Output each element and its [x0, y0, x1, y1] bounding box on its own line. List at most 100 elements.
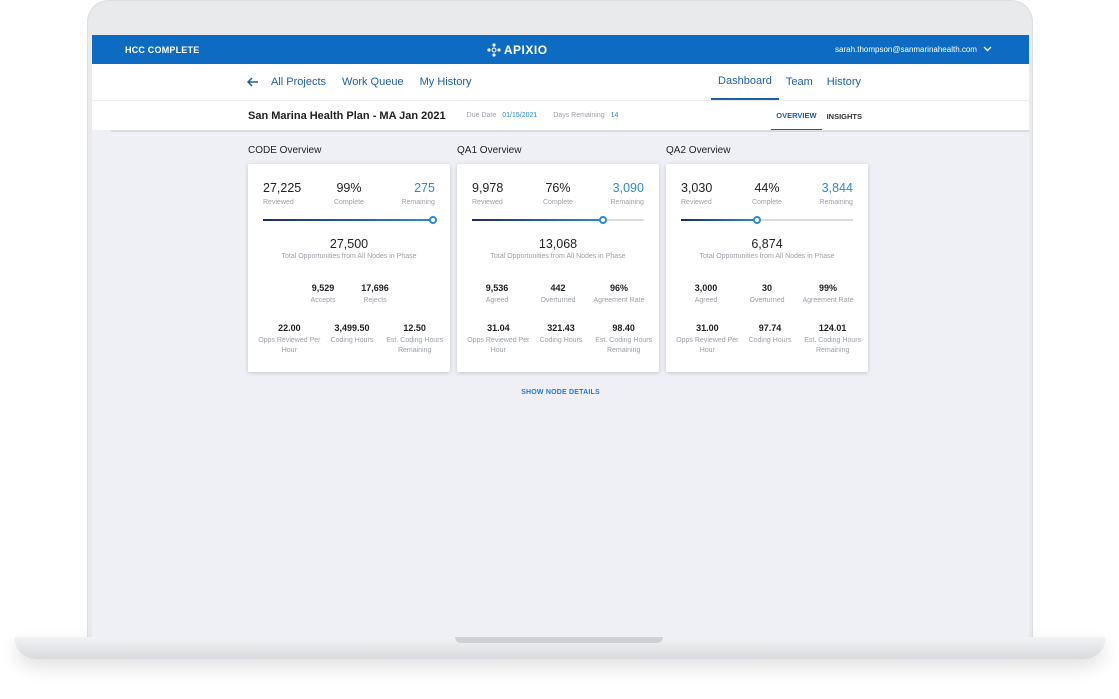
overview-card: 27,225 Reviewed 99% Complete 275 Remaining … — [248, 164, 450, 372]
overturned-value: 30 — [761, 283, 772, 293]
bottom-stats: 31.04 Opps Reviewed Per Hour 321.43 Coding… — [467, 323, 655, 356]
project-bar: San Marina Health Plan - MA Jan 2021 Due… — [92, 100, 1029, 132]
remaining-value: 3,844 — [821, 181, 853, 195]
mid-stats: 9,536 Agreed 442 Overturned 96% Agreement R… — [467, 283, 649, 306]
progress-bar — [263, 216, 438, 224]
est-hours-remaining-label: Est. Coding Hours Remaining — [386, 337, 444, 354]
progress-knob — [429, 216, 438, 224]
card-heading: CODE Overview — [248, 145, 322, 156]
reviewed-label: Reviewed — [681, 199, 712, 206]
app-screen: HCC COMPLETE APIXIO sarah.thompson@sanma… — [92, 35, 1029, 637]
total-value: 13,068 — [538, 237, 578, 251]
complete-value: 44% — [754, 181, 780, 195]
project-title: San Marina Health Plan - MA Jan 2021 — [248, 109, 446, 122]
total-opportunities: 27,500 Total Opportunities from All Node… — [248, 237, 450, 260]
agreed-value: 9,536 — [485, 283, 509, 293]
overturned-value: 442 — [550, 283, 566, 293]
rejects-value: 17,696 — [361, 283, 389, 293]
agreement-rate-value: 96% — [609, 283, 628, 293]
remaining-label: Remaining — [819, 199, 853, 206]
complete-value: 99% — [336, 181, 362, 195]
complete-label: Complete — [542, 199, 573, 206]
reviewed-label: Reviewed — [472, 199, 503, 206]
tab-dashboard[interactable]: Dashboard — [711, 64, 779, 100]
nav-link-work-queue[interactable]: Work Queue — [342, 76, 404, 88]
reviewed-value: 27,225 — [263, 181, 302, 195]
top-stats: 9,978 Reviewed 76% Complete 3,090 Remaining — [457, 181, 659, 206]
rejects-label: Rejects — [363, 297, 387, 304]
coding-hours-value: 97.74 — [758, 323, 782, 333]
card-heading: QA2 Overview — [666, 145, 731, 156]
agreed-value: 3,000 — [694, 283, 718, 293]
accepts-label: Accepts — [310, 297, 336, 304]
remaining-label: Remaining — [401, 199, 435, 206]
opps-per-hour-label: Opps Reviewed Per Hour — [467, 337, 530, 354]
est-hours-remaining-value: 124.01 — [818, 323, 847, 333]
app-name: HCC COMPLETE — [125, 44, 200, 55]
bottom-stats: 31.00 Opps Reviewed Per Hour 97.74 Coding … — [676, 323, 864, 356]
tab-team[interactable]: Team — [785, 76, 813, 88]
nav-link-my-history[interactable]: My History — [419, 76, 472, 88]
coding-hours-label: Coding Hours — [330, 337, 374, 344]
progress-bar — [472, 216, 644, 224]
agreement-rate-value: 99% — [818, 283, 837, 293]
progress-fill — [472, 219, 603, 221]
show-node-details-link[interactable]: SHOW NODE DETAILS — [521, 389, 600, 396]
due-date: Due Date 01/15/2021 — [467, 112, 538, 119]
laptop-notch — [455, 637, 663, 643]
overview-card: 3,030 Reviewed 44% Complete 3,844 Remaining… — [666, 164, 868, 372]
progress-fill — [263, 219, 434, 221]
overturned-label: Overturned — [749, 297, 785, 304]
coding-hours-value: 321.43 — [547, 323, 575, 333]
overturned-label: Overturned — [540, 297, 576, 304]
overview-cards: CODE Overview 27,225 Reviewed 99% Complete… — [248, 145, 868, 372]
progress-bar — [681, 216, 853, 224]
sub-tabs: OVERVIEW INSIGHTS — [771, 101, 867, 131]
back-arrow-icon[interactable] — [247, 77, 259, 87]
logo-text: APIXIO — [503, 42, 548, 57]
qa1-overview: QA1 Overview 9,978 Reviewed 76% Complete 3… — [457, 145, 659, 372]
remaining-label: Remaining — [610, 199, 644, 206]
progress-knob — [598, 216, 607, 224]
tab-history[interactable]: History — [826, 76, 861, 88]
total-value: 6,874 — [751, 237, 783, 251]
nav-left: All Projects Work Queue My History — [247, 76, 472, 88]
opps-per-hour-value: 31.04 — [487, 323, 510, 333]
total-label: Total Opportunities from All Nodes in Ph… — [281, 253, 417, 260]
total-value: 27,500 — [329, 237, 369, 251]
total-label: Total Opportunities from All Nodes in Ph… — [490, 253, 626, 260]
complete-label: Complete — [333, 199, 364, 206]
user-menu[interactable]: sarah.thompson@sanmarinahealth.com — [835, 45, 992, 54]
total-label: Total Opportunities from All Nodes in Ph… — [699, 253, 835, 260]
apixio-logo[interactable]: APIXIO — [487, 43, 548, 57]
nav-link-all-projects[interactable]: All Projects — [271, 76, 327, 88]
code-overview: CODE Overview 27,225 Reviewed 99% Complete… — [248, 145, 450, 372]
user-email: sarah.thompson@sanmarinahealth.com — [835, 45, 977, 54]
agreed-label: Agreed — [485, 297, 509, 304]
progress-knob — [752, 216, 761, 224]
accepts-value: 9,529 — [311, 283, 335, 293]
due-date-value: 01/15/2021 — [502, 112, 538, 119]
est-hours-remaining-value: 98.40 — [612, 323, 635, 333]
tab-insights[interactable]: INSIGHTS — [826, 111, 862, 121]
top-stats: 3,030 Reviewed 44% Complete 3,844 Remaining — [666, 181, 868, 206]
top-bar: HCC COMPLETE APIXIO sarah.thompson@sanma… — [92, 35, 1029, 64]
due-date-label: Due Date — [466, 112, 497, 119]
coding-hours-label: Coding Hours — [539, 337, 583, 344]
est-hours-remaining-label: Est. Coding Hours Remaining — [595, 337, 653, 354]
progress-fill — [681, 219, 757, 221]
opps-per-hour-value: 22.00 — [278, 323, 301, 333]
chevron-down-icon — [983, 45, 992, 54]
remaining-value: 3,090 — [612, 181, 644, 195]
days-remaining-value: 14 — [610, 112, 619, 119]
nav-right: Dashboard Team History — [711, 64, 868, 100]
agreement-rate-label: Agreement Rate — [593, 297, 645, 304]
reviewed-value: 3,030 — [681, 181, 713, 195]
tab-overview[interactable]: OVERVIEW — [771, 101, 822, 131]
agreement-rate-label: Agreement Rate — [802, 297, 854, 304]
mid-stats: 3,000 Agreed 30 Overturned 99% Agreement Ra… — [676, 283, 858, 306]
reviewed-value: 9,978 — [472, 181, 504, 195]
top-stats: 27,225 Reviewed 99% Complete 275 Remaining — [248, 181, 450, 206]
complete-value: 76% — [545, 181, 571, 195]
nav-bar: All Projects Work Queue My History Dashb… — [92, 64, 1029, 100]
